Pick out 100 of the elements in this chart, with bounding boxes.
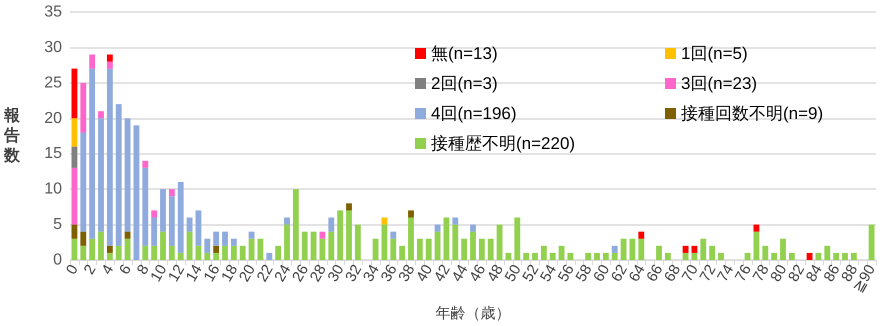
bar [346,210,352,260]
bar [558,246,564,260]
bar [408,210,414,218]
bar [382,217,388,225]
bar [178,182,184,253]
bar [213,252,220,260]
bar [754,232,760,260]
bar [222,232,228,246]
y-axis-title: 報告数 [3,106,21,164]
bar [124,232,130,239]
bar [106,54,113,62]
x-axis-title: 年齢（歳） [436,305,510,322]
bar [142,168,148,246]
y-tick-label: 35 [44,4,62,20]
bar [346,203,352,210]
bar [372,238,378,260]
bar [178,252,184,260]
y-tick-label: 5 [53,216,62,234]
bar [230,246,237,260]
bar [168,196,175,246]
bar [806,252,812,260]
bar [106,252,113,260]
bar [320,238,326,260]
x-tick-label: 6 [116,262,135,278]
y-tick-label: 20 [44,110,62,127]
x-tick-label: 2 [80,262,100,278]
bar [213,246,220,253]
bar [302,232,308,260]
bar [682,246,688,253]
bar [399,246,406,260]
bar [692,252,698,260]
bar [160,189,166,232]
bar [134,125,140,260]
bar [89,54,96,69]
bar [382,224,388,260]
bar [550,252,556,260]
bar [452,217,458,225]
bar [664,252,671,260]
bar [434,224,440,232]
bar [816,252,822,260]
legend-label: 接種歴不明(n=220) [431,134,576,153]
x-tick-label: 66 [643,262,666,285]
x-tick-label: 4 [98,262,118,278]
legend-label: 2回(n=3) [431,74,498,93]
bar [788,252,795,260]
bar [142,246,148,260]
bar [434,232,440,260]
bar [452,224,458,260]
bar [72,118,78,147]
bar [833,252,840,260]
bar [80,132,86,232]
bar [692,246,698,253]
bar [72,224,78,239]
y-tick-label: 30 [44,38,62,56]
bar [80,82,86,132]
bar [709,246,716,260]
bar [568,252,574,260]
bar [72,168,78,225]
bar [506,252,512,260]
legend-label: 接種回数不明(n=9) [681,104,824,123]
bar [116,246,122,260]
bar [168,189,175,196]
bar [80,246,86,260]
x-tick-label: 46 [466,262,490,285]
bar [98,118,104,232]
bar [124,238,130,260]
bar [196,210,202,246]
bar [151,217,158,246]
bar [328,232,334,260]
bar [780,238,786,260]
legend-label: 3回(n=23) [681,74,758,93]
bar [540,246,547,260]
bar [310,232,316,260]
bar [682,252,688,260]
bar [275,246,282,260]
bar [470,224,476,232]
bar [186,217,192,232]
bar [72,68,78,118]
bar [196,246,202,260]
bar [248,238,254,260]
bar [89,68,96,239]
bar [638,232,644,239]
bar [478,238,485,260]
x-tick-label: 20 [236,262,259,285]
bar [151,246,158,260]
legend-label: 4回(n=196) [431,104,517,123]
bar [744,252,750,260]
bar [266,252,272,260]
bar [72,146,78,168]
bar [106,62,113,69]
bar [700,238,706,260]
bar [754,224,760,232]
legend-label: 1回(n=5) [681,44,748,63]
bar [620,238,626,260]
bar [72,238,78,260]
bar [354,224,361,260]
bar [585,252,592,260]
bar [186,232,192,260]
bar [842,252,848,260]
bar [168,246,175,260]
